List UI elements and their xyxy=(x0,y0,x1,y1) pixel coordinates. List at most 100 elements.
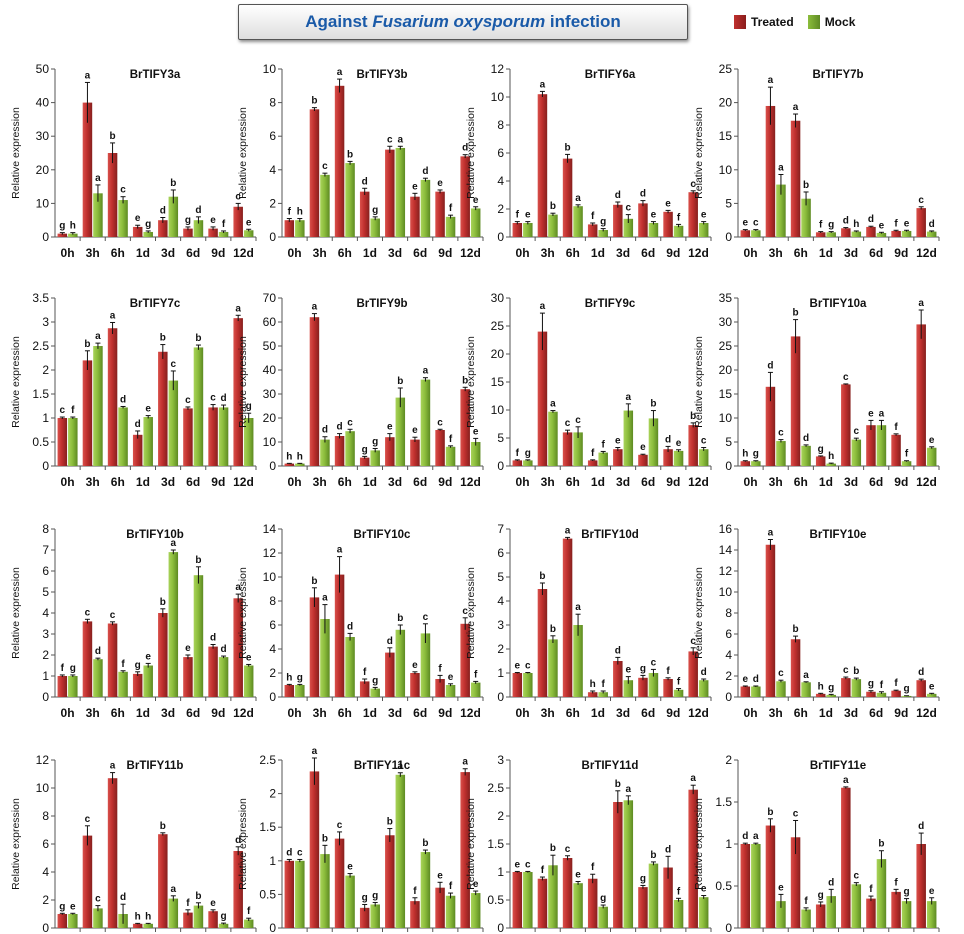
y-tick-label: 50 xyxy=(36,62,50,76)
panel-title: BrTIFY7c xyxy=(130,298,181,310)
significance-label: g xyxy=(297,672,303,683)
y-axis-label: Relative expression xyxy=(465,336,477,428)
x-tick-label: 3h xyxy=(769,706,783,720)
panel-title: BrTIFY3b xyxy=(356,69,407,81)
y-tick-label: 3.5 xyxy=(32,291,49,305)
significance-label: b xyxy=(615,779,621,790)
bar-mock xyxy=(320,174,330,237)
x-tick-label: 3h xyxy=(541,246,555,260)
significance-label: e xyxy=(70,901,76,912)
x-tick-label: 0h xyxy=(61,246,75,260)
bar-mock xyxy=(901,901,912,928)
bar-treated xyxy=(841,384,851,466)
significance-label: a xyxy=(778,163,784,174)
bar-mock xyxy=(598,692,608,697)
significance-label: h xyxy=(818,681,824,692)
significance-label: f xyxy=(602,439,606,450)
significance-label: a xyxy=(753,831,759,842)
panel-title: BrTIFY9b xyxy=(356,298,407,310)
legend-label-mock: Mock xyxy=(824,15,856,29)
significance-label: e xyxy=(145,651,151,662)
bar-mock xyxy=(193,347,204,466)
panel-title: BrTIFY10c xyxy=(354,529,411,541)
legend: Treated Mock xyxy=(734,12,869,32)
y-tick-label: 4 xyxy=(269,642,276,656)
x-tick-label: 6d xyxy=(641,706,655,720)
y-tick-label: 50 xyxy=(263,339,277,353)
bar-mock xyxy=(523,460,533,466)
bar-mock xyxy=(68,914,78,928)
bar-mock xyxy=(826,896,836,928)
bar-mock xyxy=(801,909,811,928)
x-tick-label: 9d xyxy=(894,706,908,720)
bar-treated xyxy=(866,691,876,697)
panel-title: BrTIFY11b xyxy=(127,760,184,772)
bar-treated xyxy=(107,328,118,466)
bar-treated xyxy=(359,457,370,466)
significance-label: g xyxy=(135,660,141,671)
bar-mock xyxy=(395,774,406,928)
y-tick-label: 2 xyxy=(269,196,276,210)
significance-label: c xyxy=(297,847,303,858)
bar-mock xyxy=(295,220,305,237)
bar-mock xyxy=(523,223,533,237)
significance-label: g xyxy=(525,448,531,459)
bar-mock xyxy=(168,898,179,928)
y-tick-label: 12 xyxy=(491,62,505,76)
significance-label: c xyxy=(690,636,696,647)
y-tick-label: 1 xyxy=(725,837,732,851)
significance-label: f xyxy=(894,678,898,689)
y-tick-label: 0 xyxy=(269,690,276,704)
bar-treated xyxy=(107,778,118,928)
y-tick-label: 0 xyxy=(725,459,732,473)
y-tick-label: 3 xyxy=(42,627,49,641)
significance-label: e xyxy=(473,879,479,890)
significance-label: a xyxy=(312,302,318,313)
bar-mock xyxy=(598,452,608,466)
bar-treated xyxy=(284,463,295,466)
bar-treated xyxy=(688,425,698,466)
x-tick-label: 6d xyxy=(186,706,200,720)
x-tick-label: 0h xyxy=(516,475,530,489)
significance-label: e xyxy=(246,652,252,663)
bar-treated xyxy=(740,230,751,237)
significance-label: d xyxy=(742,831,748,842)
significance-label: a xyxy=(235,582,241,593)
significance-label: g xyxy=(640,873,646,884)
significance-label: g xyxy=(828,220,834,231)
bar-treated xyxy=(815,693,826,697)
y-tick-label: 2 xyxy=(725,669,732,683)
significance-label: a xyxy=(575,602,581,613)
x-tick-label: 3d xyxy=(161,246,175,260)
y-tick-label: 0 xyxy=(725,921,732,934)
y-tick-label: 0 xyxy=(497,690,504,704)
significance-label: e xyxy=(676,438,682,449)
panel-brtify10b: 0 1 2 3 4 5 6 7 8 Relative expression BrTIFY10b 0h f… xyxy=(10,522,257,720)
y-axis-label: Relative expression xyxy=(693,567,705,659)
bar-treated xyxy=(233,851,243,928)
x-tick-label: 9d xyxy=(438,706,452,720)
x-tick-label: 1d xyxy=(363,706,377,720)
y-axis-label: Relative expression xyxy=(465,798,477,890)
y-tick-label: 1 xyxy=(42,411,49,425)
significance-label: d xyxy=(918,667,924,678)
y-tick-label: 0 xyxy=(42,690,49,704)
bar-mock xyxy=(648,673,659,697)
significance-label: e xyxy=(868,408,874,419)
x-tick-label: 1d xyxy=(136,246,150,260)
significance-label: e xyxy=(135,213,141,224)
significance-label: c xyxy=(322,161,328,172)
significance-label: d xyxy=(665,844,671,855)
y-tick-label: 0 xyxy=(42,230,49,244)
bar-mock xyxy=(143,417,153,466)
significance-label: f xyxy=(869,884,873,895)
bar-mock xyxy=(420,379,431,466)
bar-treated xyxy=(385,652,395,697)
bar-treated xyxy=(562,538,573,697)
bar-mock xyxy=(345,637,355,697)
bar-mock xyxy=(876,425,887,466)
panel-title: BrTIFY10a xyxy=(810,298,867,310)
bar-treated xyxy=(410,673,420,697)
significance-label: b xyxy=(84,339,90,350)
